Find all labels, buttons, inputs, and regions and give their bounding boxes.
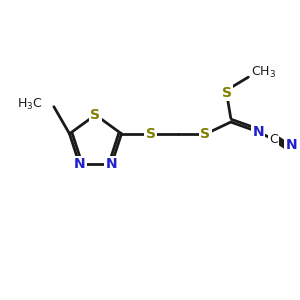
Text: H$_3$C: H$_3$C bbox=[16, 97, 42, 112]
Text: S: S bbox=[146, 127, 156, 141]
Text: C: C bbox=[269, 133, 278, 146]
Text: N: N bbox=[285, 139, 297, 152]
Text: N: N bbox=[252, 125, 264, 139]
Text: N: N bbox=[74, 157, 85, 171]
Text: S: S bbox=[91, 108, 100, 122]
Text: S: S bbox=[222, 86, 232, 100]
Text: N: N bbox=[106, 157, 117, 171]
Text: CH$_3$: CH$_3$ bbox=[251, 65, 276, 80]
Text: S: S bbox=[200, 127, 210, 141]
